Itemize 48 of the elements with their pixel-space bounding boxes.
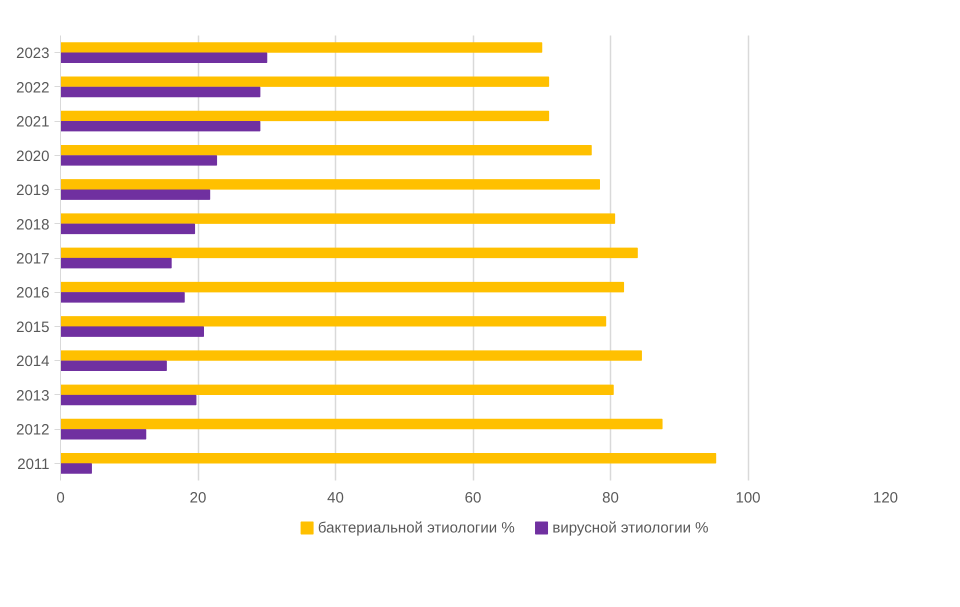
bar: [60, 350, 642, 361]
y-tick-label: 2018: [16, 216, 50, 234]
y-tick-label: 2016: [16, 284, 50, 302]
bar: [60, 418, 663, 430]
y-tick-label: 2014: [16, 353, 50, 370]
bar: [60, 189, 210, 200]
y-tick-label: 2011: [17, 456, 50, 473]
bar: [60, 86, 260, 98]
bar: [60, 155, 218, 166]
legend-label: вирусной этиологии %: [552, 520, 708, 536]
x-tick-label: 40: [327, 490, 344, 506]
bar: [60, 42, 542, 53]
bar: [60, 76, 550, 87]
x-tick-label: 120: [872, 490, 898, 506]
y-tick-label: 2023: [16, 45, 50, 62]
x-tick-label: 100: [735, 490, 761, 506]
legend-label: бактериальной этиологии %: [318, 520, 515, 536]
bar: [60, 179, 600, 190]
bar: [60, 52, 268, 63]
bar: [60, 453, 716, 464]
x-tick-label: 80: [602, 490, 619, 506]
bar: [60, 384, 614, 396]
bar: [60, 213, 616, 224]
bar: [60, 144, 592, 156]
bar: [60, 463, 92, 474]
y-tick-label: 2020: [16, 148, 50, 165]
bar: [60, 326, 204, 337]
bar: [60, 316, 606, 327]
bar: [60, 360, 167, 372]
y-tick-label: 2015: [16, 318, 50, 336]
y-tick-label: 2017: [16, 250, 50, 268]
y-tick-label: 2012: [16, 422, 50, 439]
bar: [60, 429, 146, 440]
y-tick-label: 2013: [16, 387, 50, 404]
bar: [60, 292, 185, 303]
bar: [60, 110, 550, 122]
x-tick-label: 0: [56, 490, 65, 506]
bar: [60, 282, 624, 292]
x-tick-label: 60: [464, 490, 482, 506]
bar: [60, 224, 196, 234]
y-tick-label: 2019: [16, 182, 50, 200]
bar: [60, 248, 638, 258]
y-tick-label: 2022: [16, 79, 50, 96]
bar: [60, 258, 172, 268]
bar: [60, 394, 196, 406]
y-tick-label: 2021: [16, 114, 50, 131]
bar: [60, 120, 260, 132]
x-tick-label: 20: [190, 490, 206, 506]
